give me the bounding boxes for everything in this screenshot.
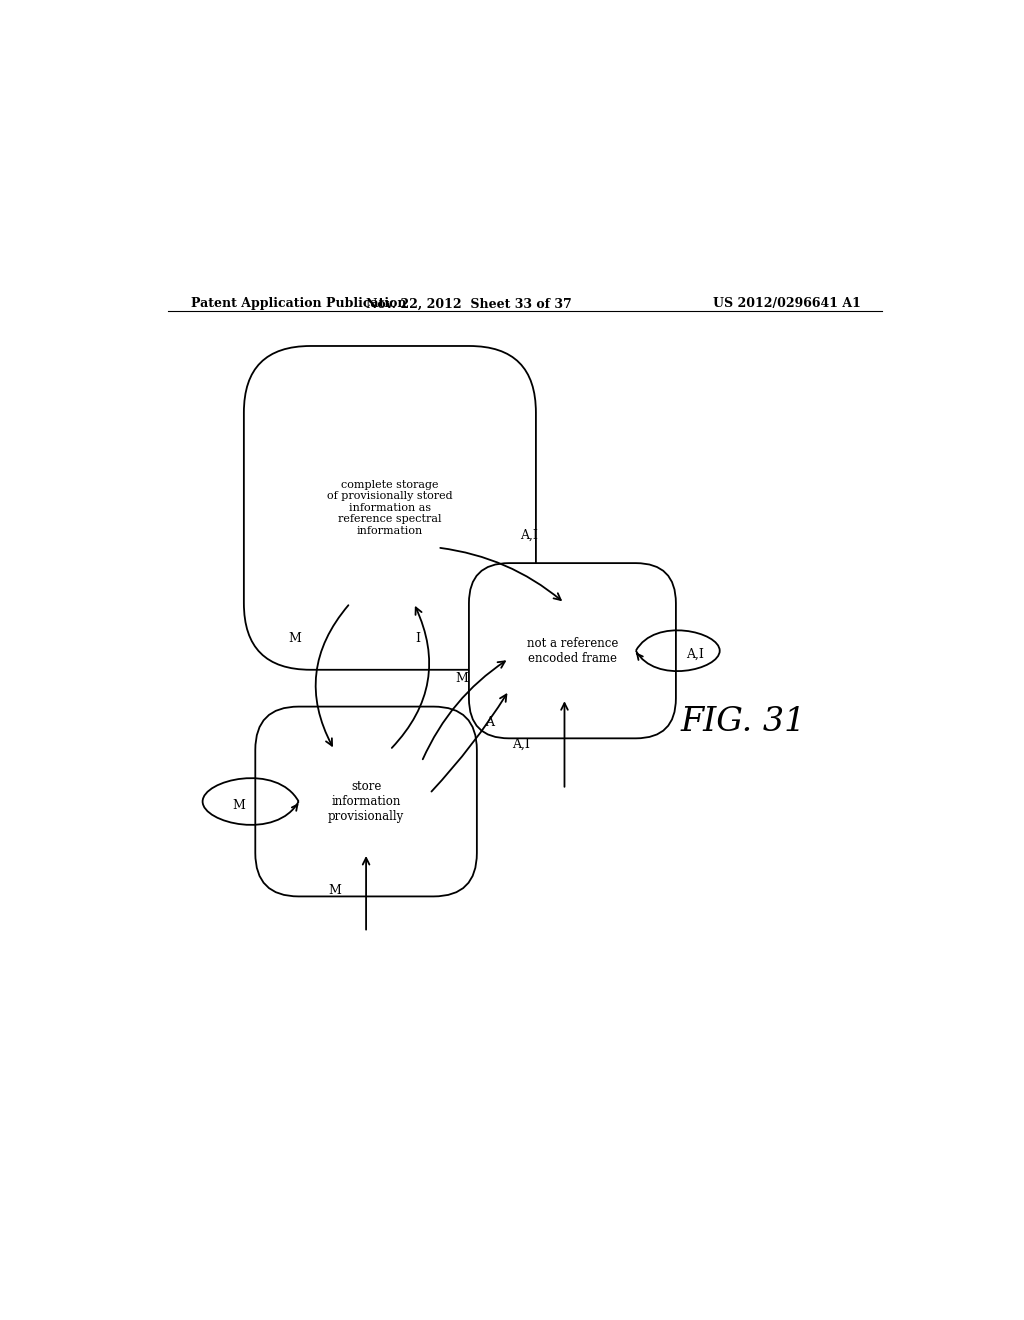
- Text: M: M: [455, 672, 468, 685]
- Text: complete storage
of provisionally stored
information as
reference spectral
infor: complete storage of provisionally stored…: [327, 479, 453, 536]
- FancyBboxPatch shape: [469, 564, 676, 738]
- Text: store
information
provisionally: store information provisionally: [328, 780, 404, 822]
- Text: not a reference
encoded frame: not a reference encoded frame: [526, 636, 618, 665]
- FancyBboxPatch shape: [255, 706, 477, 896]
- Text: Nov. 22, 2012  Sheet 33 of 37: Nov. 22, 2012 Sheet 33 of 37: [367, 297, 572, 310]
- FancyBboxPatch shape: [244, 346, 536, 669]
- Text: I: I: [415, 632, 420, 645]
- Text: A: A: [484, 715, 494, 729]
- Text: M: M: [232, 799, 246, 812]
- Text: Patent Application Publication: Patent Application Publication: [191, 297, 407, 310]
- Text: M: M: [288, 632, 301, 645]
- Text: US 2012/0296641 A1: US 2012/0296641 A1: [713, 297, 860, 310]
- Text: A,I: A,I: [512, 738, 529, 751]
- Text: M: M: [328, 884, 341, 896]
- Text: A,I: A,I: [686, 648, 705, 661]
- Text: A,I: A,I: [520, 529, 538, 543]
- Text: FIG. 31: FIG. 31: [680, 706, 806, 738]
